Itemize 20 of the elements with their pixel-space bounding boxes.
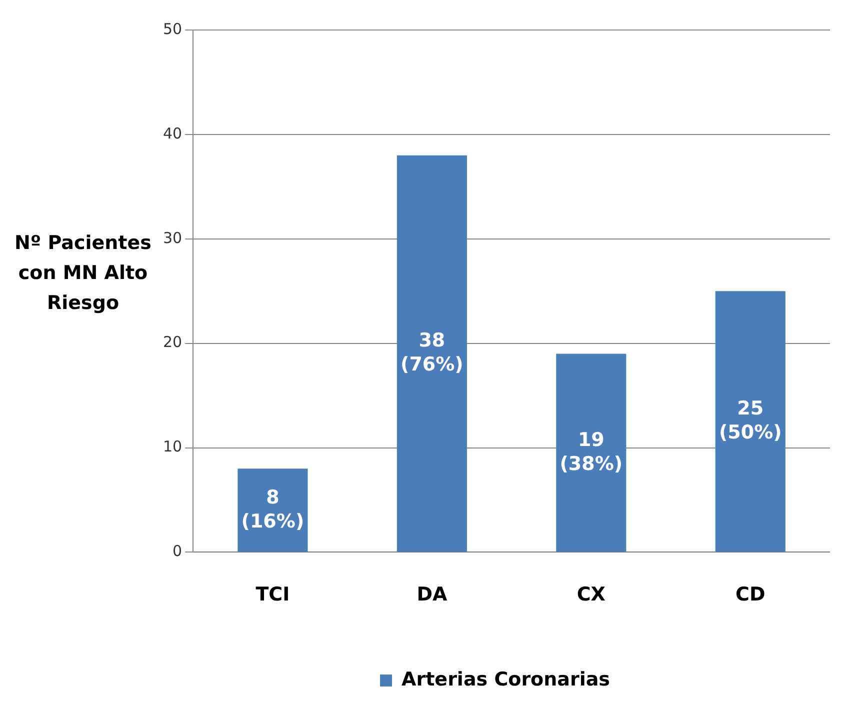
data-label: 25 (50%) — [718, 398, 782, 444]
x-tick-label: DA — [416, 584, 448, 606]
bar — [396, 155, 467, 552]
x-tick-label: CX — [576, 584, 606, 606]
data-label: 19 (38%) — [560, 428, 623, 475]
bar — [715, 291, 786, 552]
bar — [556, 354, 626, 552]
y-tick-label: 10 — [162, 438, 182, 456]
legend-label: Arterias Coronarias — [402, 668, 610, 690]
y-axis-title: Nº Pacientes con MN Alto Riesgo — [14, 231, 152, 316]
data-label: 38 (76%) — [400, 330, 464, 376]
y-tick-label: 30 — [162, 228, 182, 247]
x-tick-label: TCI — [256, 584, 290, 606]
bar — [238, 468, 308, 552]
y-tick-label: 20 — [162, 333, 182, 352]
y-tick-label: 50 — [162, 20, 182, 38]
x-tick-label: CD — [736, 584, 766, 606]
data-label: 8 (16%) — [241, 486, 304, 532]
y-tick-label: 0 — [172, 542, 182, 560]
y-tick-label: 40 — [162, 124, 182, 142]
